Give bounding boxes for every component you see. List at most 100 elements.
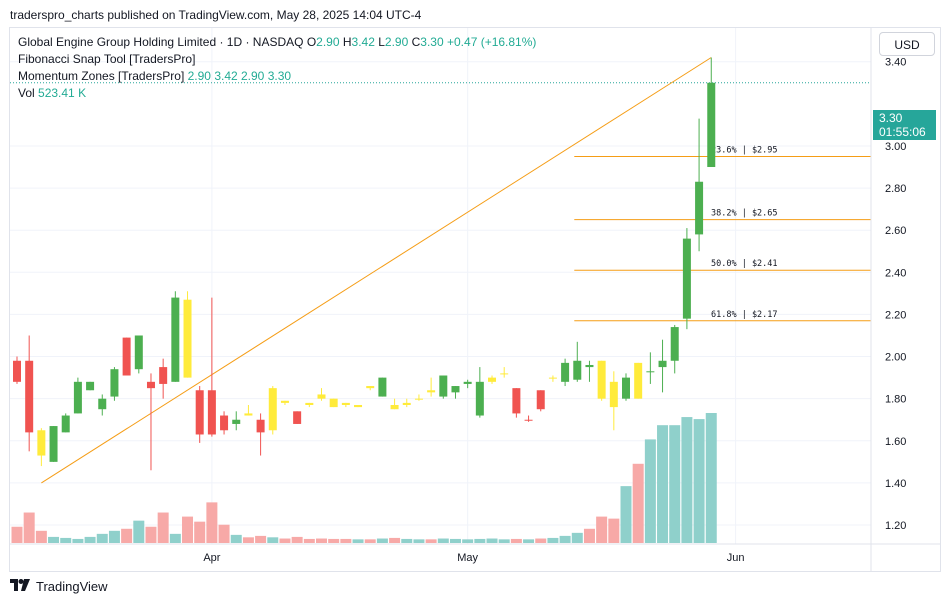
volume-bar [182, 516, 194, 543]
candle-body [366, 386, 375, 389]
candle-body [293, 411, 302, 424]
volume-bar [425, 539, 437, 543]
candle-body [98, 398, 107, 410]
candle-body [341, 402, 350, 405]
volume-bar [145, 526, 157, 543]
candle-body [159, 367, 168, 384]
candle-body [13, 360, 21, 382]
low-value: 2.90 [384, 35, 409, 49]
volume-bar [449, 538, 461, 543]
volume-label: Vol [18, 86, 35, 100]
volume-bar [72, 538, 84, 543]
candle-body [329, 398, 338, 408]
tradingview-logo-icon[interactable] [10, 579, 30, 594]
fib-level-label: 38.2% | $2.65 [711, 209, 778, 219]
symbol-row[interactable]: Global Engine Group Holding Limited · 1D… [18, 34, 536, 51]
candle-body [707, 82, 716, 168]
indicator-momentum-values: 2.90 3.42 2.90 3.30 [187, 69, 292, 83]
indicator-fib-row[interactable]: Fibonacci Snap Tool [TradersPro] [18, 51, 536, 68]
currency-button[interactable]: USD [879, 32, 935, 56]
volume-bar [620, 486, 632, 543]
open-label: O [306, 35, 317, 49]
candle-body [561, 362, 570, 382]
last-price-value: 3.30 [879, 111, 903, 125]
volume-bar [462, 539, 474, 543]
volume-bar [96, 533, 108, 543]
candle-body [354, 404, 363, 408]
candle-body [86, 381, 95, 391]
price-axis-label: 2.20 [885, 309, 906, 321]
volume-bar [596, 516, 608, 543]
volume-bar [437, 538, 449, 543]
candle-body [622, 377, 630, 399]
volume-bar [11, 526, 23, 543]
volume-bar [206, 502, 218, 543]
price-axis-label: 2.80 [885, 183, 906, 195]
volume-bar [498, 539, 510, 543]
candle-body [695, 181, 704, 235]
price-axis-label: 1.20 [885, 520, 906, 532]
volume-bar [340, 538, 352, 543]
price-axis-label: 2.60 [885, 225, 906, 237]
volume-bar [316, 538, 327, 543]
volume-bar [267, 537, 279, 543]
price-axis-label: 3.40 [885, 57, 906, 69]
volume-value: 523.41 K [38, 86, 87, 100]
candle-body [134, 335, 143, 370]
volume-bar [535, 538, 547, 543]
candle-body [232, 419, 241, 424]
candle-body [110, 369, 119, 397]
candle-body [25, 360, 34, 433]
chart-frame[interactable] [9, 27, 941, 572]
candle-body [500, 373, 509, 375]
candle-body [402, 402, 411, 405]
volume-bar [523, 539, 535, 543]
candle-body [548, 377, 557, 379]
volume-bar [352, 539, 364, 543]
candle-body [317, 394, 326, 399]
candle-body [585, 364, 594, 368]
candle-body [451, 386, 460, 393]
volume-bar [169, 533, 181, 543]
volume-bar [23, 512, 35, 543]
price-axis-label: 3.00 [885, 141, 906, 153]
candle-body [414, 398, 423, 400]
volume-bar [547, 537, 559, 543]
volume-bar [681, 417, 693, 543]
candle-body [634, 362, 643, 399]
volume-bar [291, 536, 303, 543]
chart-legend: Global Engine Group Holding Limited · 1D… [18, 34, 536, 102]
volume-bar [279, 538, 291, 543]
volume-bar [644, 439, 656, 543]
volume-bar [218, 524, 230, 543]
candle-body [427, 390, 436, 393]
open-value: 2.90 [316, 35, 340, 49]
volume-row[interactable]: Vol 523.41 K [18, 85, 536, 102]
candle-body [682, 238, 691, 319]
candle-body [475, 381, 484, 416]
indicator-momentum-row[interactable]: Momentum Zones [TradersPro] 2.90 3.42 2.… [18, 68, 536, 85]
volume-bar [84, 536, 96, 543]
indicator-momentum-name: Momentum Zones [TradersPro] [18, 69, 185, 83]
volume-bar [413, 539, 425, 543]
volume-bar [121, 528, 133, 543]
candle-body [670, 327, 679, 361]
candle-body [378, 377, 387, 397]
candle-body [305, 402, 314, 405]
price-axis-label: 1.80 [885, 394, 906, 406]
fib-level-label: 50.0% | $2.41 [711, 259, 778, 269]
candle-body [73, 381, 82, 414]
volume-bar [303, 538, 315, 543]
volume-bar [401, 538, 413, 543]
volume-bar [510, 538, 522, 543]
candle-body [488, 377, 497, 382]
candle-body [146, 381, 155, 389]
published-header: traderspro_charts published on TradingVi… [10, 8, 422, 22]
fib-level-label: 23.6% | $2.95 [711, 145, 778, 155]
symbol-title: Global Engine Group Holding Limited · 1D… [18, 35, 304, 49]
close-label: C [411, 35, 421, 49]
footer-brand[interactable]: TradingView [36, 579, 108, 594]
volume-bar [60, 537, 72, 543]
trend-line [41, 57, 712, 484]
